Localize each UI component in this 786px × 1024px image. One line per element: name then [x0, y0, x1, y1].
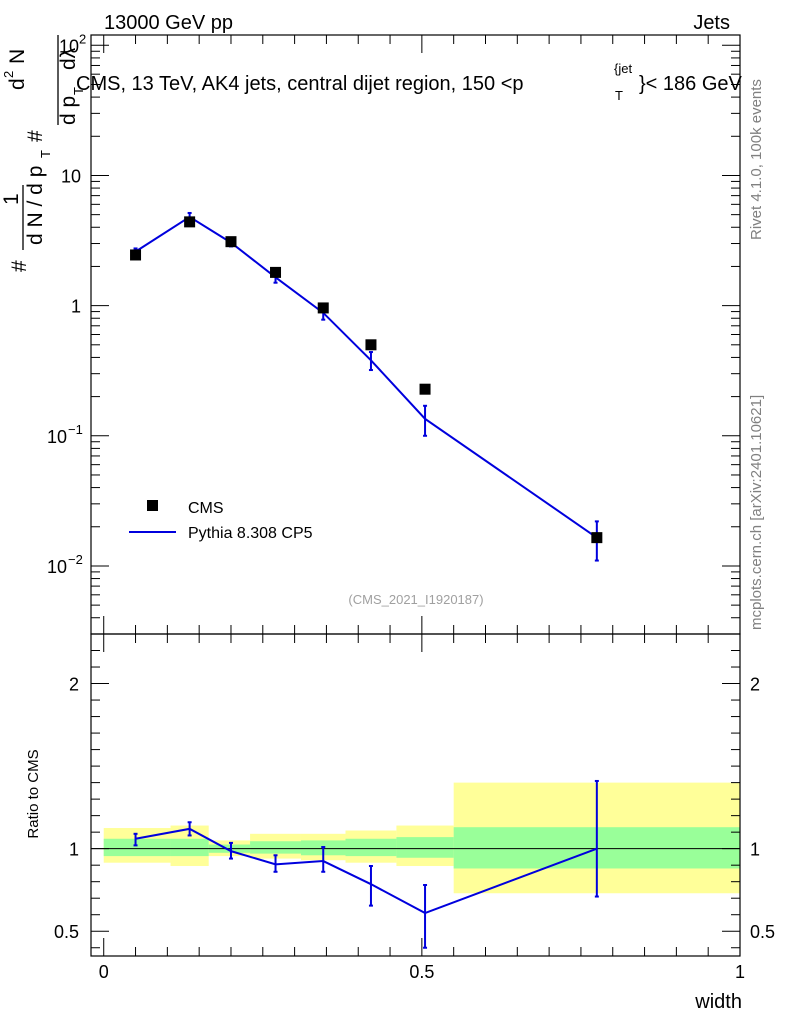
- legend-pythia-label: Pythia 8.308 CP5: [188, 525, 313, 542]
- analysis-watermark: (CMS_2021_I1920187): [348, 592, 483, 607]
- plot-title-main: CMS, 13 TeV, AK4 jets, central dijet reg…: [76, 73, 524, 95]
- rivet-version-label: Rivet 4.1.0, 100k events: [748, 79, 765, 240]
- cms-data-point: [270, 266, 282, 278]
- x-tick-label-1: 0.5: [409, 962, 434, 982]
- y-tick-label-3: 10 −1: [47, 422, 83, 447]
- legend: CMS Pythia 8.308 CP5: [129, 500, 313, 542]
- plot-title: CMS, 13 TeV, AK4 jets, central dijet reg…: [76, 61, 743, 103]
- ylabel-d2n-n: N: [6, 49, 29, 64]
- ylabel-dpt-t: T: [71, 87, 86, 95]
- legend-cms-marker: [147, 500, 158, 511]
- ratio-pythia-line: [135, 827, 598, 915]
- y-tick-label-base: 10: [47, 427, 67, 447]
- ylabel-hash: #: [8, 260, 31, 272]
- main-plot-data: [130, 211, 603, 562]
- main-plot-ticks: [91, 35, 741, 635]
- ratio-y-tick-label-left-2: 0.5: [54, 922, 79, 942]
- ylabel-d2n-d: d: [6, 78, 29, 90]
- pythia-line: [134, 215, 598, 539]
- ratio-plot-data: [133, 779, 599, 949]
- ratio-plot-frame: [90, 633, 741, 957]
- y-tick-label-2: 1: [71, 297, 81, 317]
- ratio-y-tick-label-right-0: 2: [750, 675, 760, 695]
- ratio-y-tick-label-left-1: 1: [69, 840, 79, 860]
- cms-data-point: [225, 236, 237, 248]
- plot-title-subscript: T: [615, 88, 623, 103]
- ylabel-d2n-two: 2: [1, 71, 16, 78]
- cms-uncertainty-inner-band: [396, 837, 454, 858]
- cms-data-point: [419, 383, 431, 395]
- ylabel-dn: d N / d p: [24, 166, 47, 245]
- x-axis-label: width: [694, 991, 742, 1013]
- plot-title-superscript: {jet: [614, 61, 632, 76]
- cms-uncertainty-inner-band: [170, 838, 209, 857]
- ratio-y-tick-label-right-2: 0.5: [750, 922, 775, 942]
- main-plot-ylabel: # 1 d N / d p T # d 2 N d p T dλ: [0, 35, 86, 272]
- ratio-plot: 2 21 10.5 0.50 0.5 1: [54, 633, 775, 982]
- header-right: Jets: [693, 12, 730, 34]
- x-tick-label-0: 0: [99, 962, 109, 982]
- y-tick-label-exponent: 2: [79, 31, 86, 46]
- ratio-y-tick-label-left-0: 2: [69, 675, 79, 695]
- cms-data-point: [365, 339, 377, 351]
- cms-data-point: [591, 532, 603, 544]
- ylabel-hash2: #: [24, 130, 47, 142]
- legend-cms-label: CMS: [188, 500, 224, 517]
- y-tick-label-value: 1: [71, 297, 81, 317]
- ratio-bands: [103, 782, 740, 894]
- y-tick-label-0: 10 2: [59, 31, 86, 56]
- cms-uncertainty-inner-band: [103, 838, 171, 857]
- cms-data-point: [184, 216, 196, 228]
- ylabel-t: T: [38, 150, 53, 158]
- ratio-ylabel: Ratio to CMS: [25, 749, 42, 838]
- cms-uncertainty-inner-band: [345, 838, 397, 857]
- cms-data-point: [130, 249, 142, 261]
- mcplots-source-label: mcplots.cern.ch [arXiv:2401.10621]: [748, 395, 765, 630]
- cms-uncertainty-inner-band: [250, 841, 301, 854]
- ratio-plot-tick-labels: 2 21 10.5 0.50 0.5 1: [54, 675, 775, 982]
- ylabel-dlambda: dλ: [57, 47, 80, 70]
- x-tick-label-2: 1: [735, 962, 745, 982]
- ratio-y-tick-label-right-1: 1: [750, 840, 760, 860]
- y-tick-label-exponent: −1: [68, 422, 83, 437]
- main-plot-frame: [90, 34, 741, 635]
- y-tick-label-base: 10: [59, 36, 79, 56]
- ylabel-one: 1: [0, 193, 23, 205]
- y-tick-label-value: 10: [61, 166, 81, 186]
- plot-title-tail: }< 186 GeV: [639, 73, 743, 95]
- cms-data-point: [317, 302, 329, 314]
- y-tick-label-base: 10: [47, 557, 67, 577]
- header-left: 13000 GeV pp: [104, 12, 233, 34]
- y-tick-label-1: 10: [61, 166, 81, 186]
- y-tick-label-exponent: −2: [68, 552, 83, 567]
- y-tick-label-4: 10 −2: [47, 552, 83, 577]
- ylabel-dpt: d p: [57, 96, 80, 125]
